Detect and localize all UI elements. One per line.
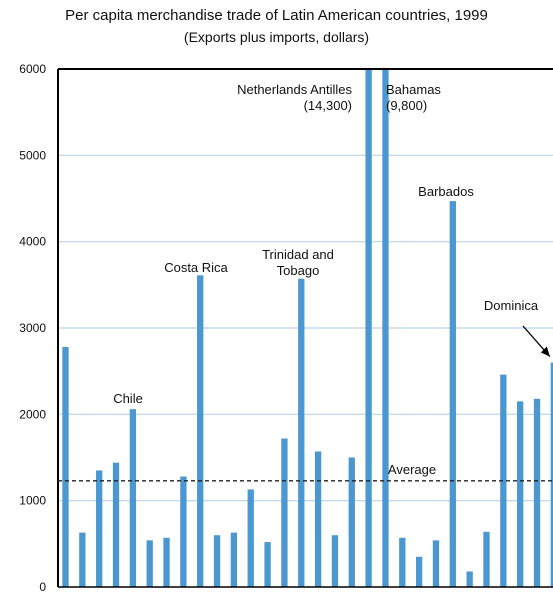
bar xyxy=(197,275,204,587)
y-tick-label: 3000 xyxy=(19,321,46,335)
bar xyxy=(230,532,238,587)
bar xyxy=(314,451,322,587)
annotation-label: (9,800) xyxy=(386,98,427,113)
bar xyxy=(533,398,541,587)
bar xyxy=(399,537,406,587)
average-label: Average xyxy=(388,462,436,477)
bar xyxy=(264,542,271,587)
bar xyxy=(213,535,221,587)
bar xyxy=(96,470,103,587)
y-tick-label: 5000 xyxy=(19,148,46,162)
chart-title: Per capita merchandise trade of Latin Am… xyxy=(65,7,488,24)
bar xyxy=(382,69,389,587)
bar xyxy=(483,531,490,587)
annotation-label: (14,300) xyxy=(304,98,352,113)
bar xyxy=(517,401,524,587)
bar xyxy=(129,409,137,587)
annotation-label: Chile xyxy=(113,391,143,406)
annotation-label: Bahamas xyxy=(386,82,441,97)
bar xyxy=(500,374,507,587)
bar xyxy=(365,69,372,587)
chart-subtitle: (Exports plus imports, dollars) xyxy=(183,29,370,45)
annotation-label: Tobago xyxy=(277,263,320,278)
annotation-label: Netherlands Antilles xyxy=(237,82,352,97)
bar xyxy=(348,457,355,587)
annotation-label: Dominica xyxy=(484,298,539,313)
annotation-label: Barbados xyxy=(418,184,474,199)
bar xyxy=(112,462,120,587)
y-tick-label: 0 xyxy=(39,580,46,592)
bar xyxy=(298,278,305,587)
bar xyxy=(180,476,187,587)
bar xyxy=(331,535,339,587)
y-tick-label: 2000 xyxy=(19,407,46,421)
bar xyxy=(432,540,440,587)
bar xyxy=(247,489,254,587)
bar xyxy=(550,362,553,587)
bar xyxy=(163,537,170,587)
y-tick-label: 1000 xyxy=(19,494,46,508)
bar xyxy=(466,571,473,587)
bar xyxy=(79,532,86,587)
bar xyxy=(146,540,153,587)
bar xyxy=(415,556,423,587)
y-tick-label: 6000 xyxy=(19,62,46,76)
bar xyxy=(449,201,456,587)
annotation-label: Trinidad and xyxy=(262,247,334,262)
bar xyxy=(281,438,288,587)
annotation-label: Costa Rica xyxy=(164,260,228,275)
y-tick-label: 4000 xyxy=(19,235,46,249)
annotation-arrowhead xyxy=(540,346,550,357)
bar xyxy=(62,346,69,587)
